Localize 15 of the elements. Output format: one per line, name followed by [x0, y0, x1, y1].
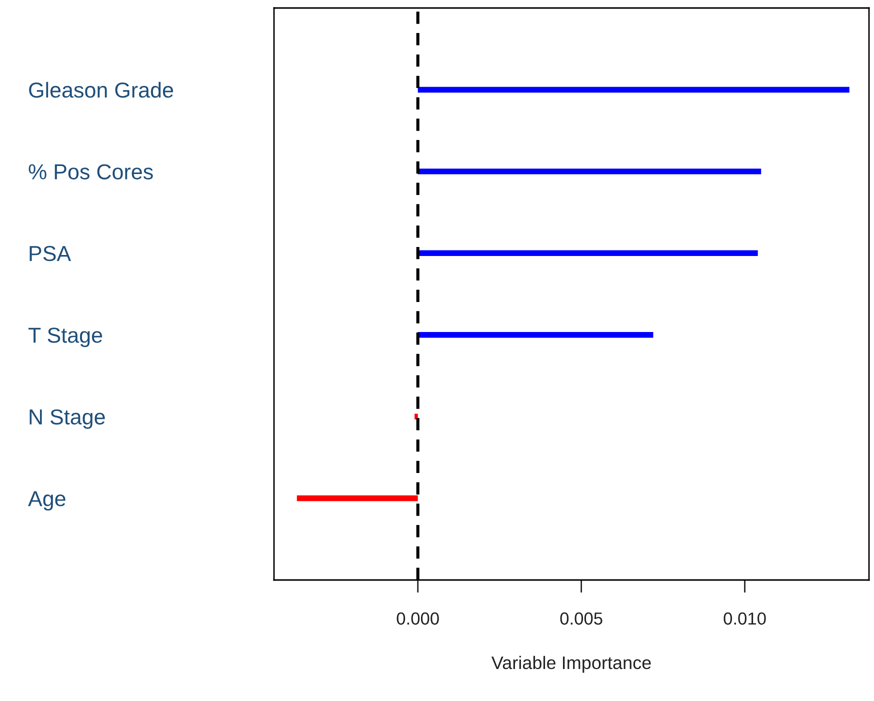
x-tick-label: 0.000: [396, 612, 439, 625]
y-tick-label: T Stage: [28, 328, 102, 348]
y-tick-label: Gleason Grade: [29, 82, 174, 98]
y-tick-label: Age: [28, 491, 66, 511]
x-axis-title: Variable Importance: [491, 656, 651, 673]
x-tick-label: 0.010: [724, 612, 766, 625]
y-tick-label: % Pos Cores: [28, 164, 153, 180]
bar: [418, 86, 850, 93]
bar: [296, 495, 418, 502]
bar: [418, 168, 762, 174]
y-tick-label: N Stage: [30, 409, 105, 429]
bar: [418, 250, 758, 256]
bar: [418, 332, 654, 338]
y-tick-label: PSA: [30, 246, 72, 262]
x-tick-label: 0.005: [560, 612, 602, 625]
